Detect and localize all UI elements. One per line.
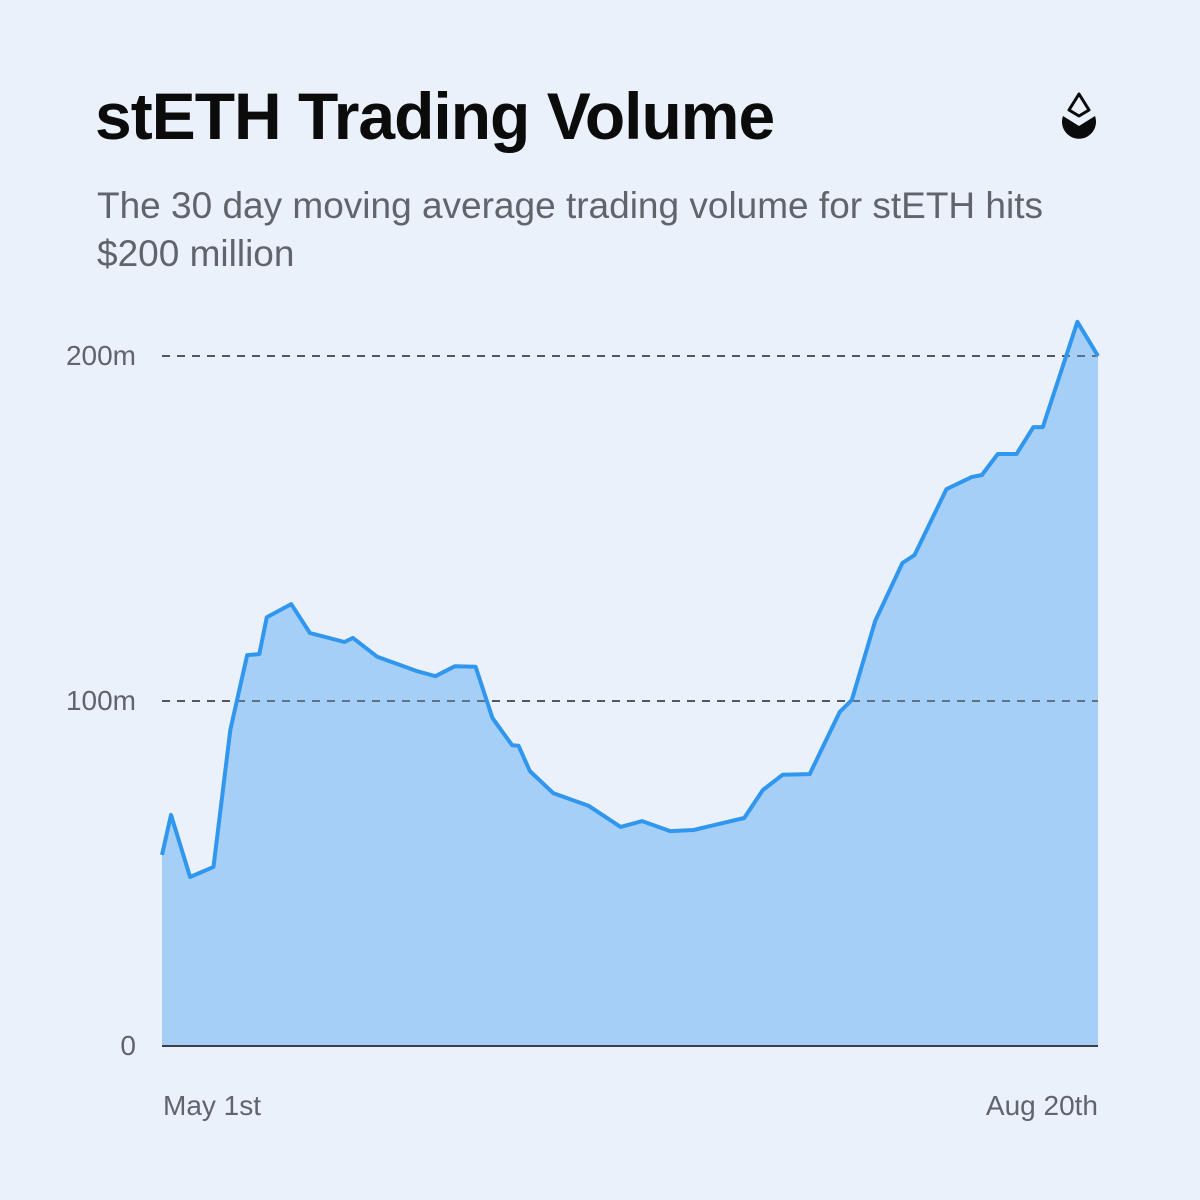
y-tick-200m: 200m xyxy=(65,340,136,371)
x-tick-start: May 1st xyxy=(163,1090,262,1121)
x-tick-end: Aug 20th xyxy=(985,1090,1098,1121)
y-tick-100m: 100m xyxy=(65,685,136,716)
volume-line xyxy=(160,319,1100,879)
area-fill xyxy=(162,321,1098,1046)
y-tick-0: 0 xyxy=(120,1030,136,1061)
chart-subtitle: The 30 day moving average trading volume… xyxy=(97,185,1044,274)
gridlines-overlay xyxy=(162,355,1098,702)
chart-title: stETH Trading Volume xyxy=(95,79,775,153)
lido-drop-icon xyxy=(1062,92,1096,139)
